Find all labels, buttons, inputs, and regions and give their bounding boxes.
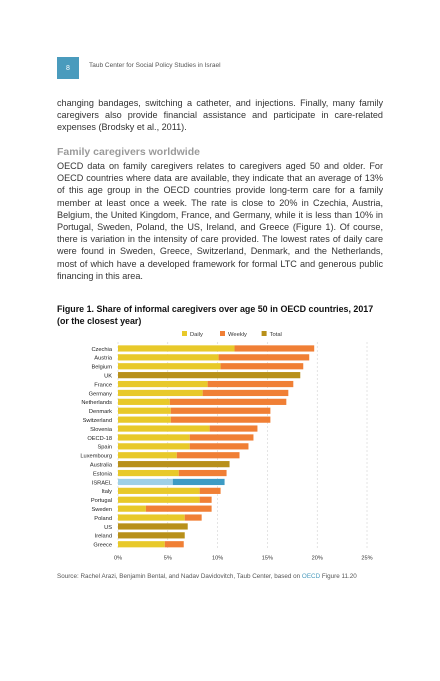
bar-weekly: [178, 469, 227, 477]
bar-weekly: [234, 345, 315, 352]
bar-weekly: [169, 398, 287, 405]
x-tick-label: 15%: [262, 556, 273, 562]
bar-daily: [118, 443, 190, 450]
bar-daily: [118, 354, 219, 361]
category-label: US: [104, 525, 112, 531]
bar-daily: [118, 487, 200, 494]
legend-swatch: [261, 331, 267, 336]
bar-daily: [118, 469, 179, 477]
bar-israel-dark: [172, 478, 225, 486]
bar-total: [118, 372, 301, 379]
running-header: Taub Center for Social Policy Studies in…: [89, 62, 221, 69]
category-label: Belgium: [91, 365, 112, 371]
figure-caption: Figure 1. Share of informal caregivers o…: [57, 304, 374, 326]
category-label: Luxembourg: [80, 454, 112, 460]
source-prefix: Source: Rachel Arazi, Benjamin Bental, a…: [57, 573, 302, 580]
category-label: Austria: [94, 356, 113, 362]
category-label: Portugal: [91, 498, 112, 504]
bar-daily: [118, 345, 235, 352]
x-tick-label: 0%: [114, 556, 122, 562]
bar-weekly: [184, 514, 202, 521]
category-label: Australia: [90, 462, 113, 468]
bar-weekly: [202, 389, 289, 397]
bar-daily: [118, 389, 203, 397]
category-label: Estonia: [93, 471, 113, 477]
bar-weekly: [199, 496, 212, 503]
x-tick-label: 25%: [361, 556, 372, 562]
bar-weekly: [207, 380, 294, 388]
bar-daily: [118, 380, 208, 388]
x-tick-label: 10%: [212, 556, 223, 562]
bar-daily: [118, 425, 210, 432]
category-label: Italy: [102, 489, 113, 495]
bar-weekly: [189, 434, 254, 441]
category-label: ISRAEL: [92, 480, 112, 486]
legend-label: Weekly: [228, 332, 247, 338]
category-label: OECD-18: [87, 436, 112, 442]
bar-total: [118, 461, 230, 468]
bar-daily: [118, 452, 177, 459]
category-label: Spain: [97, 445, 112, 451]
bar-total: [118, 523, 188, 530]
bar-weekly: [170, 416, 271, 423]
bar-weekly: [145, 505, 212, 512]
category-label: France: [94, 382, 112, 388]
category-label: Germany: [89, 391, 113, 397]
bar-daily: [118, 514, 185, 521]
bar-weekly: [164, 541, 184, 548]
category-label: UK: [104, 373, 112, 379]
category-label: Czechia: [91, 347, 112, 353]
category-label: Netherlands: [81, 400, 112, 406]
category-label: Greece: [93, 543, 112, 549]
bar-weekly: [209, 425, 258, 432]
category-label: Sweden: [91, 507, 112, 513]
bar-weekly: [170, 407, 271, 414]
source-suffix: Figure 11.20: [320, 573, 357, 580]
bar-israel-light: [118, 478, 173, 486]
bar-weekly: [199, 487, 221, 494]
x-tick-label: 5%: [164, 556, 172, 562]
bar-weekly: [220, 363, 304, 370]
category-label: Denmark: [89, 409, 112, 415]
paragraph-2: OECD data on family caregivers relates t…: [57, 161, 383, 281]
bar-daily: [118, 496, 200, 503]
section-heading: Family caregivers worldwide: [57, 146, 200, 158]
bar-daily: [118, 434, 190, 441]
category-label: Ireland: [95, 534, 112, 540]
legend-swatch: [220, 331, 225, 336]
bar-daily: [118, 407, 171, 414]
bar-weekly: [189, 443, 249, 450]
page-number: 8: [66, 64, 70, 72]
bar-daily: [118, 363, 221, 370]
bar-total: [118, 532, 185, 539]
bar-weekly: [176, 452, 240, 459]
bar-daily: [118, 416, 171, 423]
category-label: Slovenia: [90, 427, 113, 433]
oecd-source-link[interactable]: OECD: [301, 573, 321, 580]
bar-daily: [118, 505, 146, 512]
x-tick-label: 20%: [312, 556, 323, 562]
legend-label: Daily: [190, 332, 203, 338]
bar-daily: [118, 398, 170, 405]
legend-label: Total: [270, 332, 282, 338]
source-note: Source: Rachel Arazi, Benjamin Bental, a…: [57, 573, 357, 580]
bar-daily: [118, 541, 165, 548]
page-number-badge: 8: [57, 57, 79, 79]
category-label: Poland: [94, 516, 112, 522]
caregivers-bar-chart: 0% 5% 10% 15% 20% 25% Daily Weekly Total Czechia A…: [80, 331, 373, 562]
bar-weekly: [218, 354, 310, 361]
legend-swatch: [182, 331, 187, 336]
paragraph-1: changing bandages, switching a catheter,…: [57, 98, 383, 133]
category-label: Switzerland: [83, 418, 112, 424]
